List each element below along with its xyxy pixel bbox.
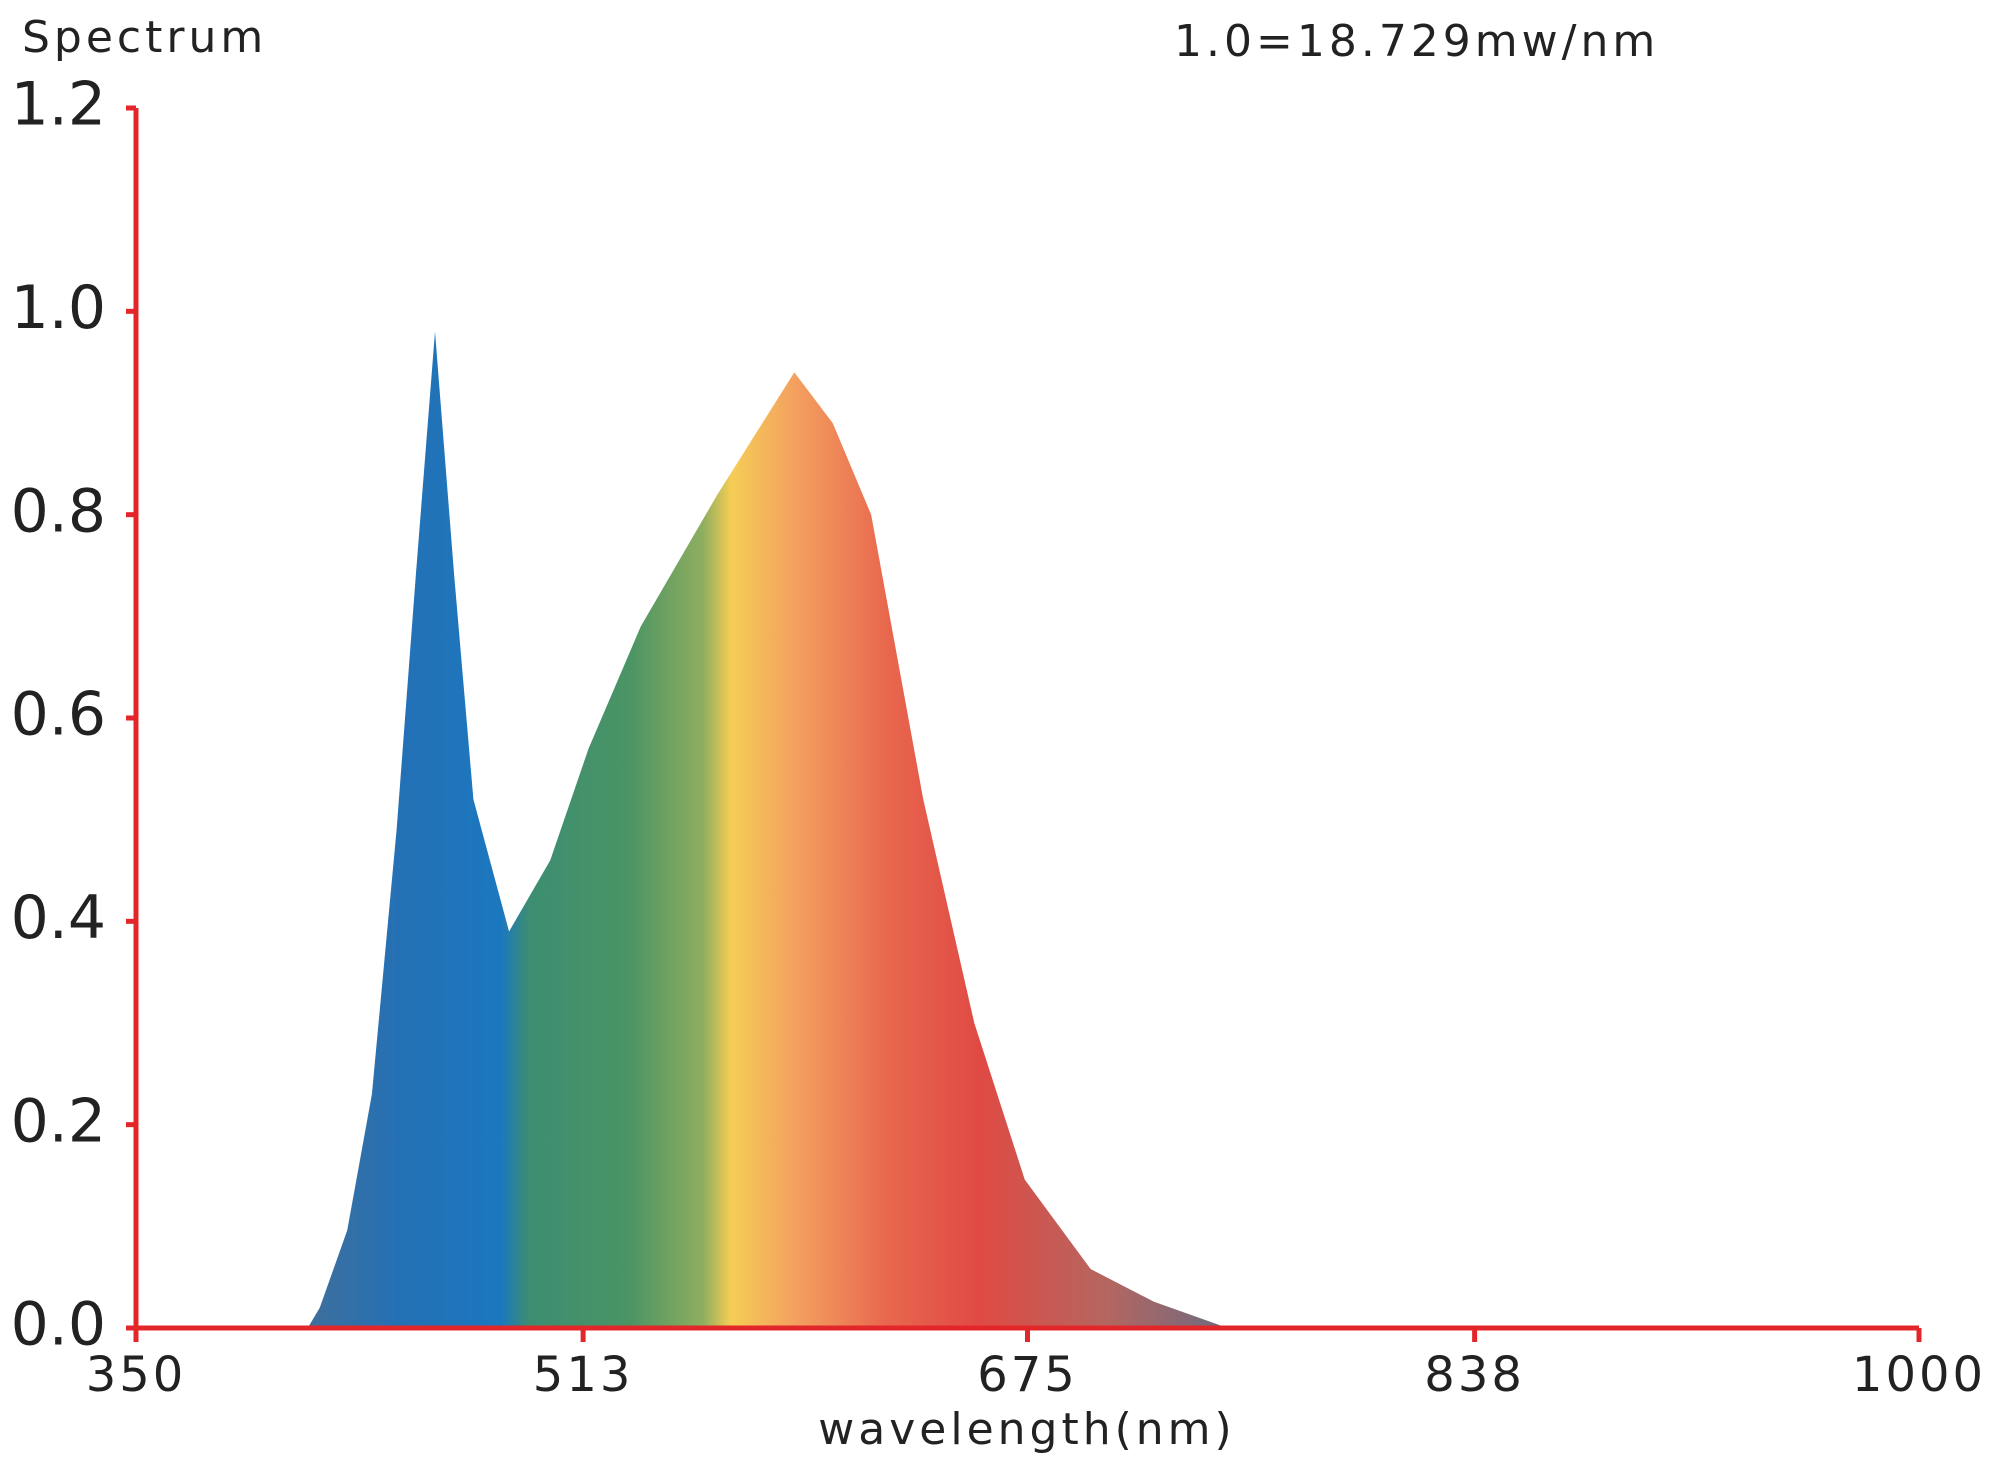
x-tick-label: 350	[86, 1347, 187, 1403]
y-tick-label: 0.2	[11, 1086, 106, 1156]
x-axis-label: wavelength(nm)	[818, 1404, 1235, 1455]
spectrum-area	[307, 331, 1228, 1329]
x-tick-label: 513	[533, 1347, 634, 1403]
x-tick-label: 1000	[1852, 1347, 1986, 1403]
y-tick-label: 1.2	[11, 70, 106, 140]
x-tick-label: 675	[977, 1347, 1078, 1403]
y-tick-label: 0.4	[11, 883, 106, 953]
y-tick-label: 1.0	[11, 273, 106, 343]
y-tick-label: 0.6	[11, 680, 106, 750]
annotation: 1.0=18.729mw/nm	[1174, 16, 1659, 67]
chart-title: Spectrum	[22, 12, 267, 63]
y-tick-label: 0.8	[11, 476, 106, 546]
y-tick-label: 0.0	[11, 1290, 106, 1360]
x-tick-label: 838	[1424, 1347, 1525, 1403]
